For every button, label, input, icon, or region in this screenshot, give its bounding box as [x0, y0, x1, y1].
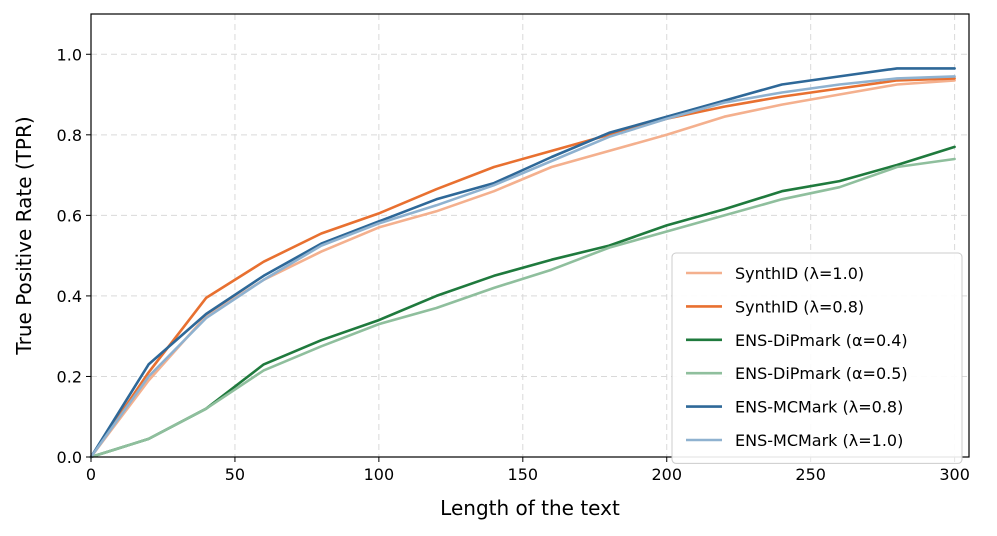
- y-tick-label: 0.4: [57, 287, 82, 306]
- legend-label: SynthID (λ=0.8): [735, 297, 864, 316]
- x-axis-ticks: 0 50 100 150 200 250 300: [86, 457, 970, 484]
- x-tick-label: 50: [225, 465, 245, 484]
- y-tick-label: 0.0: [57, 448, 82, 467]
- x-tick-label: 200: [651, 465, 682, 484]
- x-axis-label: Length of the text: [440, 496, 620, 520]
- legend-label: SynthID (λ=1.0): [735, 264, 864, 283]
- series-line-4: [89, 157, 956, 459]
- x-tick-label: 100: [364, 465, 395, 484]
- y-tick-label: 1.0: [57, 45, 82, 64]
- plot-frame: [90, 13, 970, 458]
- series-line-3: [89, 145, 956, 459]
- y-tick-label: 0.2: [57, 367, 82, 386]
- x-tick-label: 300: [939, 465, 970, 484]
- legend-label: ENS-DiPmark (α=0.5): [735, 364, 908, 383]
- y-tick-label: 0.8: [57, 126, 82, 145]
- series-line-5: [89, 67, 956, 459]
- legend-box: [671, 252, 963, 464]
- series-line-6: [89, 75, 956, 459]
- legend-label: ENS-MCMark (λ=1.0): [735, 431, 903, 450]
- legend-label: ENS-MCMark (λ=0.8): [735, 398, 903, 417]
- legend-label: ENS-DiPmark (α=0.4): [735, 331, 908, 350]
- x-tick-label: 0: [86, 465, 96, 484]
- y-axis-ticks: 0.0 0.2 0.4 0.6 0.8 1.0: [57, 45, 91, 467]
- y-axis-label: True Positive Rate (TPR): [12, 116, 36, 355]
- x-tick-label: 250: [795, 465, 826, 484]
- legend: SynthID (λ=1.0) SynthID (λ=0.8) ENS-DiPmar…: [671, 252, 963, 464]
- x-tick-label: 150: [508, 465, 539, 484]
- y-tick-label: 0.6: [57, 206, 82, 225]
- series-layer: [89, 67, 956, 459]
- series-line-2: [89, 77, 956, 459]
